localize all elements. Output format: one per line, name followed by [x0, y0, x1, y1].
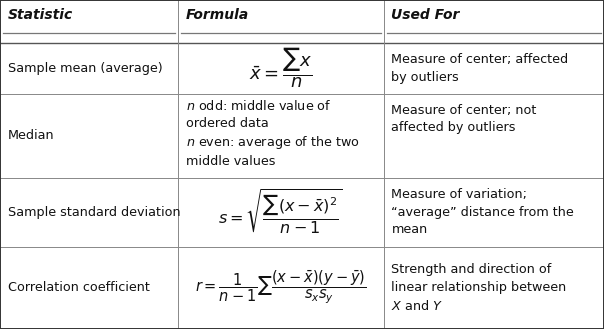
Text: Sample mean (average): Sample mean (average) [8, 62, 162, 75]
Text: $\bar{x} = \dfrac{\sum x}{n}$: $\bar{x} = \dfrac{\sum x}{n}$ [249, 46, 312, 90]
Text: Measure of center; not
affected by outliers: Measure of center; not affected by outli… [391, 104, 537, 134]
Text: Measure of variation;
“average” distance from the
mean: Measure of variation; “average” distance… [391, 188, 574, 236]
Text: Statistic: Statistic [8, 8, 73, 22]
Text: $n$ odd: middle value of
ordered data: $n$ odd: middle value of ordered data [186, 99, 332, 131]
Text: $r = \dfrac{1}{n-1}\sum\dfrac{\left(x-\bar{x}\right)\left(y-\bar{y}\right)}{s_x : $r = \dfrac{1}{n-1}\sum\dfrac{\left(x-\b… [195, 269, 367, 307]
Text: Median: Median [8, 129, 54, 142]
Text: Strength and direction of
linear relationship between
$X$ and $Y$: Strength and direction of linear relatio… [391, 263, 567, 313]
Text: Used For: Used For [391, 8, 460, 22]
Text: Measure of center; affected
by outliers: Measure of center; affected by outliers [391, 53, 568, 84]
Text: $n$ even: average of the two
middle values: $n$ even: average of the two middle valu… [186, 134, 360, 168]
Text: Correlation coefficient: Correlation coefficient [8, 281, 150, 294]
Text: Sample standard deviation: Sample standard deviation [8, 206, 181, 219]
Text: $s = \sqrt{\dfrac{\sum\left(x - \bar{x}\right)^2}{n-1}}$: $s = \sqrt{\dfrac{\sum\left(x - \bar{x}\… [219, 188, 343, 237]
Text: Formula: Formula [186, 8, 249, 22]
